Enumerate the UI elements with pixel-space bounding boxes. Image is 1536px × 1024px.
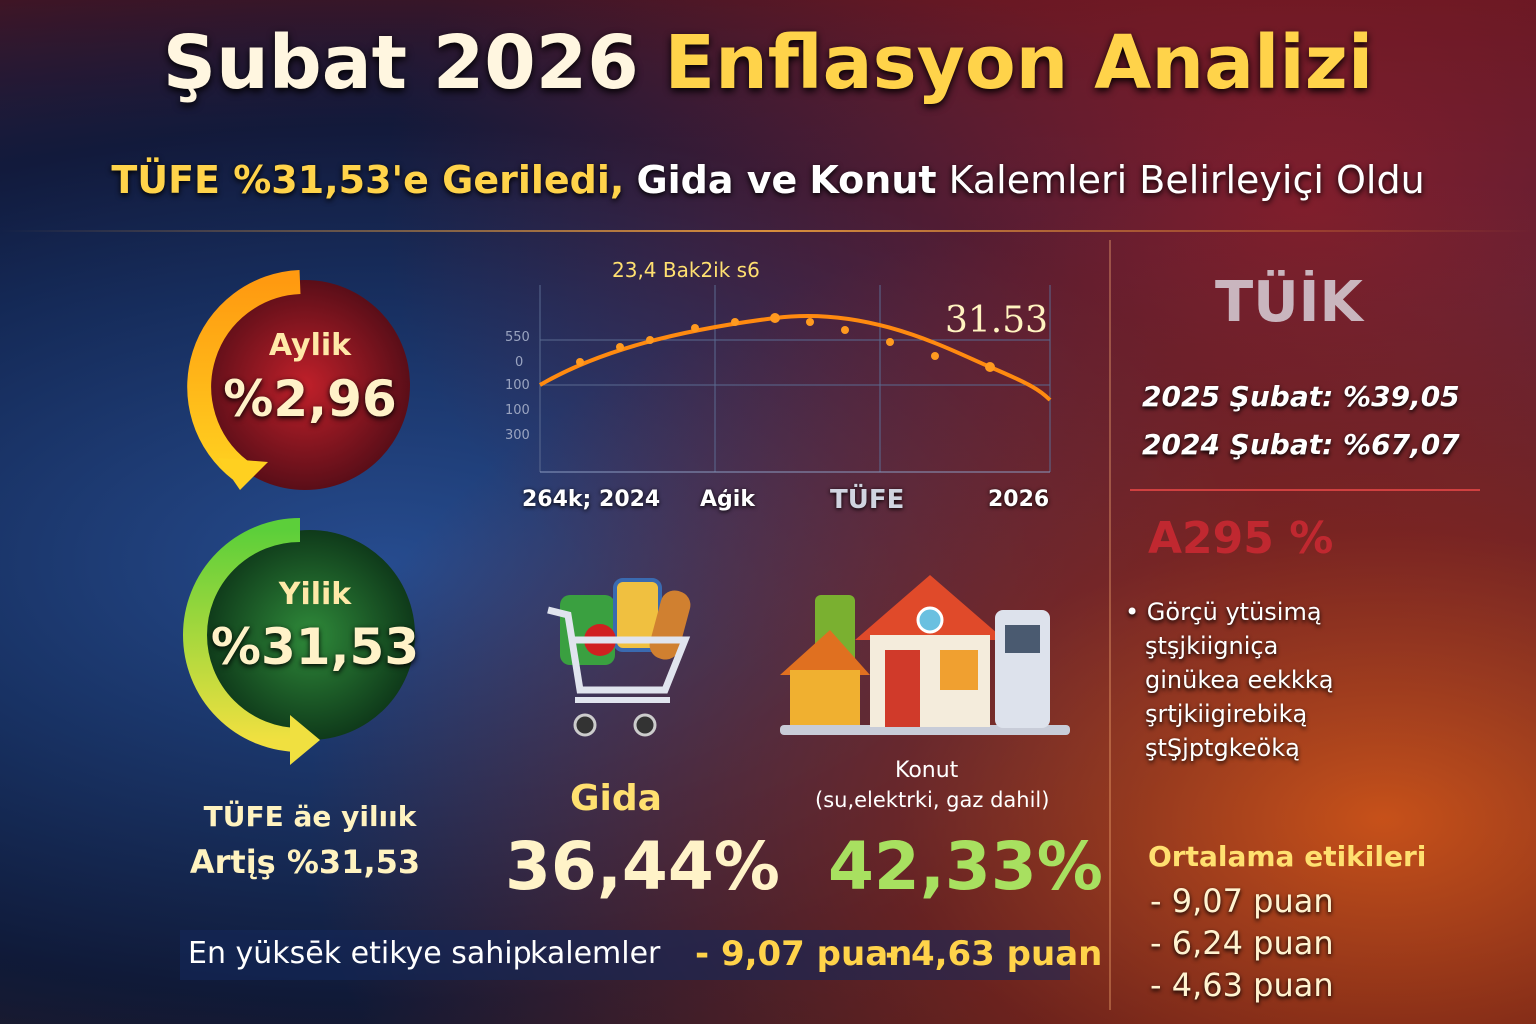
y-tick-label: 100 xyxy=(505,403,530,418)
caption: Artįş %31,53 xyxy=(189,843,421,881)
arrow-head xyxy=(290,715,320,765)
wheel xyxy=(573,713,597,737)
point xyxy=(576,358,584,366)
footer-text: kalemler xyxy=(530,936,661,971)
bullet-text: Görçü ytüsimą xyxy=(1146,598,1322,626)
average-item: - 9,07 puan xyxy=(1150,882,1334,920)
x-tick-label: TÜFE xyxy=(830,485,905,515)
small-house xyxy=(790,670,860,725)
point xyxy=(691,324,699,332)
ring-monthly xyxy=(200,280,410,490)
bullet: ştŞjptgkeöką xyxy=(1145,734,1300,762)
subtitle: TÜFE %31,53'e Geriledi, Gida ve Konut Ka… xyxy=(0,158,1536,202)
y-tick-label: 100 xyxy=(505,378,530,393)
point xyxy=(985,362,995,372)
arrow xyxy=(183,518,301,752)
title: Şubat 2026 Enflasyon Analizi xyxy=(0,20,1536,106)
chart-grid xyxy=(539,285,1051,473)
bullet: ginükea eekkką xyxy=(1145,666,1334,694)
x-tick-label: 2026 xyxy=(988,487,1050,512)
history: 2024 Şubat: %67,07 xyxy=(1142,428,1460,461)
housing-label: Konut xyxy=(895,758,959,783)
footer-text: En yüksēk etikye sahip xyxy=(188,936,532,971)
point xyxy=(886,338,894,346)
yearly-label: Yilik xyxy=(278,577,352,612)
footer-band xyxy=(180,930,1070,980)
point xyxy=(841,326,849,334)
cart-icon xyxy=(547,578,691,737)
subtitle-part: Gida ve xyxy=(636,158,798,202)
footer-value: - 4,63 puan xyxy=(885,934,1103,974)
trend-line xyxy=(538,313,1052,402)
subtitle-part: TÜFE %31,53'e Geriledi, xyxy=(111,158,625,202)
door xyxy=(885,650,920,727)
arrow xyxy=(187,270,301,480)
average-title: Ortalama etikileri xyxy=(1148,840,1427,873)
subtitle-part: Konut xyxy=(809,158,937,202)
housing-note: (su,elektrki, gaz dahil) xyxy=(815,788,1050,812)
window xyxy=(940,650,978,690)
bullet: şrtjkiigirebiką xyxy=(1145,700,1308,728)
highlight: A295 % xyxy=(1148,513,1334,564)
x-tick-label: Aģik xyxy=(700,487,755,512)
house-icon xyxy=(780,575,1070,735)
point xyxy=(616,343,624,351)
food-value: 36,44% xyxy=(505,828,780,905)
x-tick-label: 264k; 2024 xyxy=(522,487,661,512)
point xyxy=(931,352,939,360)
pump-screen xyxy=(1005,625,1040,653)
point xyxy=(731,318,739,326)
chart-end-label: 31.53 xyxy=(945,300,1049,341)
title-part: Enflasyon Analizi xyxy=(664,20,1374,106)
divider xyxy=(0,230,1536,232)
y-tick-label: 300 xyxy=(505,428,530,443)
average-item: - 6,24 puan xyxy=(1150,924,1334,962)
trend-points xyxy=(576,313,995,372)
footer-value: - 9,07 puan xyxy=(695,934,913,974)
average-item: - 4,63 puan xyxy=(1150,966,1334,1004)
point xyxy=(646,336,654,344)
title-part: Şubat 2026 xyxy=(162,20,639,106)
chart-annotation: 23,4 Bak2ik s6 xyxy=(612,258,760,282)
roof xyxy=(780,630,870,675)
yearly-value: %31,53 xyxy=(210,618,420,676)
y-tick-label: 0 xyxy=(515,355,524,370)
subtitle-part: Kalemleri Belirleyiçi Oldu xyxy=(948,158,1425,202)
arrow-head xyxy=(218,458,268,490)
cart xyxy=(547,606,691,694)
point xyxy=(806,318,814,326)
wheel xyxy=(633,713,657,737)
bullet: • Görçü ytüsimą xyxy=(1125,598,1322,626)
monthly-value: %2,96 xyxy=(223,370,397,428)
ring-yearly xyxy=(205,530,415,740)
y-tick-label: 550 xyxy=(505,330,530,345)
monthly-label: Aylik xyxy=(268,328,352,363)
caption: TÜFE äe yilıık xyxy=(203,800,417,833)
housing-value: 42,33% xyxy=(828,828,1103,905)
logo: TÜİK xyxy=(1215,270,1363,335)
window xyxy=(916,606,944,634)
ground xyxy=(780,725,1070,735)
food-label: Gida xyxy=(570,778,662,819)
bullet: ştşjkiigniça xyxy=(1145,632,1279,660)
point xyxy=(770,313,780,323)
history: 2025 Şubat: %39,05 xyxy=(1142,380,1460,413)
